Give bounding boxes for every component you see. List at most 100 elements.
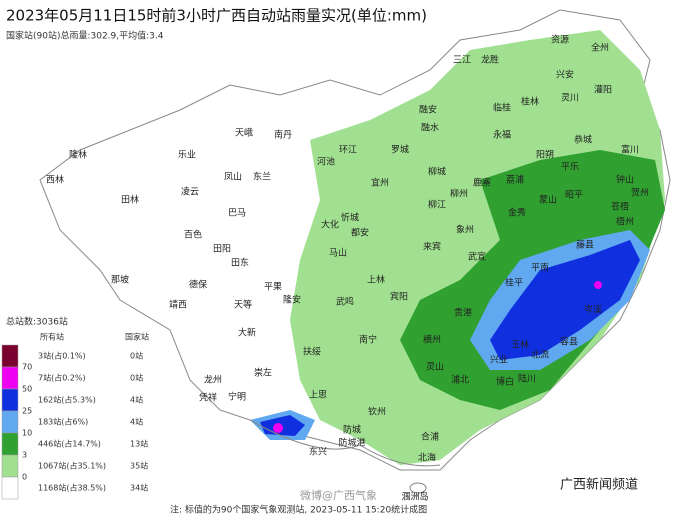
city-label: 资源 [551, 35, 569, 46]
city-label: 龙胜 [481, 54, 499, 66]
city-label: 上思 [309, 390, 327, 401]
legend-swatch [1, 366, 19, 390]
legend-all: 183站(占6%) [38, 417, 88, 427]
city-label: 隆安 [283, 294, 301, 306]
city-label: 象州 [456, 224, 474, 236]
city-label: 合浦 [421, 431, 439, 443]
city-label: 大新 [238, 327, 256, 339]
city-label: 博白 [496, 376, 514, 388]
city-label: 田东 [231, 257, 249, 269]
legend-all: 446站(占14.7%) [38, 439, 101, 449]
city-label: 百色 [184, 229, 202, 241]
city-label: 柳城 [428, 166, 446, 178]
title: 2023年05月11日15时前3小时广西自动站雨量实况(单位:mm) [6, 7, 427, 25]
city-label: 三江 [453, 55, 471, 66]
legend-swatch [1, 410, 19, 434]
city-label: 宾阳 [390, 291, 408, 303]
legend-all: 162站(占5.3%) [38, 395, 96, 405]
legend-tick: 10 [22, 429, 32, 438]
city-label: 宜州 [371, 177, 389, 189]
city-label: 桂林 [521, 96, 539, 108]
city-label: 田林 [121, 194, 139, 206]
city-label: 陆川 [518, 373, 536, 385]
coast [249, 419, 441, 467]
city-label: 巴马 [228, 208, 246, 219]
city-label: 岑溪 [584, 304, 602, 316]
legend-swatch [1, 454, 19, 478]
city-label: 崇左 [254, 367, 272, 379]
legend-col: 所有站 [40, 332, 64, 342]
city-label: 东兴 [309, 446, 327, 458]
city-label: 鹿寨 [473, 177, 491, 189]
city-label: 天等 [234, 299, 252, 311]
city-label: 凤山 [224, 172, 242, 183]
city-label: 浦北 [451, 374, 469, 386]
city-label: 兴业 [490, 355, 508, 366]
island [409, 482, 427, 494]
city-label: 临桂 [493, 102, 511, 114]
city-label: 武宣 [468, 251, 486, 263]
city-label: 宁明 [228, 391, 246, 403]
city-label: 梧州 [616, 216, 634, 228]
city-label: 北海 [418, 452, 436, 464]
city-label: 金秀 [508, 207, 526, 219]
city-label: 防城港 [338, 437, 365, 449]
city-label: 藤县 [576, 239, 594, 251]
city-label: 富川 [621, 144, 639, 156]
channel: 广西新闻频道 [560, 477, 638, 493]
rain-heavy [490, 240, 640, 360]
city-label: 东兰 [253, 171, 271, 183]
city-label: 田阳 [213, 244, 231, 255]
legend-national: 4站 [130, 417, 143, 427]
city-label: 灌阳 [594, 84, 612, 96]
city-label: 恭城 [574, 135, 592, 146]
city-label: 横州 [423, 334, 441, 346]
legend-tick: 70 [22, 363, 32, 372]
legend-swatch [1, 432, 19, 456]
city-label: 柳州 [450, 188, 468, 200]
watermark: 微博@广西气象 [300, 488, 377, 502]
city-label: 北流 [531, 349, 549, 361]
legend-all: 7站(占0.2%) [38, 373, 86, 383]
city-label: 凌云 [181, 186, 199, 198]
city-label: 德保 [189, 279, 207, 291]
city-label: 环江 [339, 145, 357, 156]
city-label: 容县 [560, 336, 578, 348]
city-label: 永福 [493, 129, 511, 141]
legend-swatch [1, 476, 19, 500]
city-label: 扶绥 [303, 346, 321, 358]
city-label: 西林 [46, 174, 64, 186]
legend-all: 1168站(占38.5%) [38, 483, 106, 493]
legend-all: 1067站(占35.1%) [38, 461, 106, 471]
city-label: 阳朔 [536, 149, 554, 161]
city-label: 都安 [351, 227, 369, 239]
city-label: 那坡 [111, 274, 129, 286]
legend-tick: 0 [22, 473, 27, 482]
city-label: 凭祥 [199, 392, 217, 404]
city-label: 灵山 [426, 362, 444, 373]
rain-extreme [273, 423, 283, 433]
city-label: 龙州 [204, 374, 222, 386]
city-label: 隆林 [69, 149, 87, 161]
city-label: 天峨 [235, 127, 253, 139]
legend-national: 0站 [130, 351, 143, 361]
city-label: 贵港 [454, 307, 472, 319]
legend-national: 4站 [130, 395, 143, 405]
city-label: 荔浦 [506, 174, 524, 186]
city-label: 武鸣 [336, 296, 354, 308]
city-label: 昭平 [565, 190, 583, 201]
city-label: 钟山 [616, 174, 634, 186]
city-label: 苍梧 [611, 201, 629, 213]
city-label: 防城 [343, 424, 361, 436]
city-label: 来宾 [423, 241, 441, 253]
legend-national: 0站 [130, 373, 143, 383]
city-label: 涠洲岛 [401, 491, 428, 503]
legend-tick: 3 [22, 451, 27, 460]
city-label: 桂平 [505, 277, 523, 289]
city-label: 南宁 [359, 334, 377, 346]
city-label: 蒙山 [539, 194, 557, 206]
legend: 总站数:3036站 所有站 国家站 3站(占0.1%) 0站 7站(占0.2%) 0站… [1, 316, 149, 500]
city-label: 忻城 [341, 212, 359, 224]
